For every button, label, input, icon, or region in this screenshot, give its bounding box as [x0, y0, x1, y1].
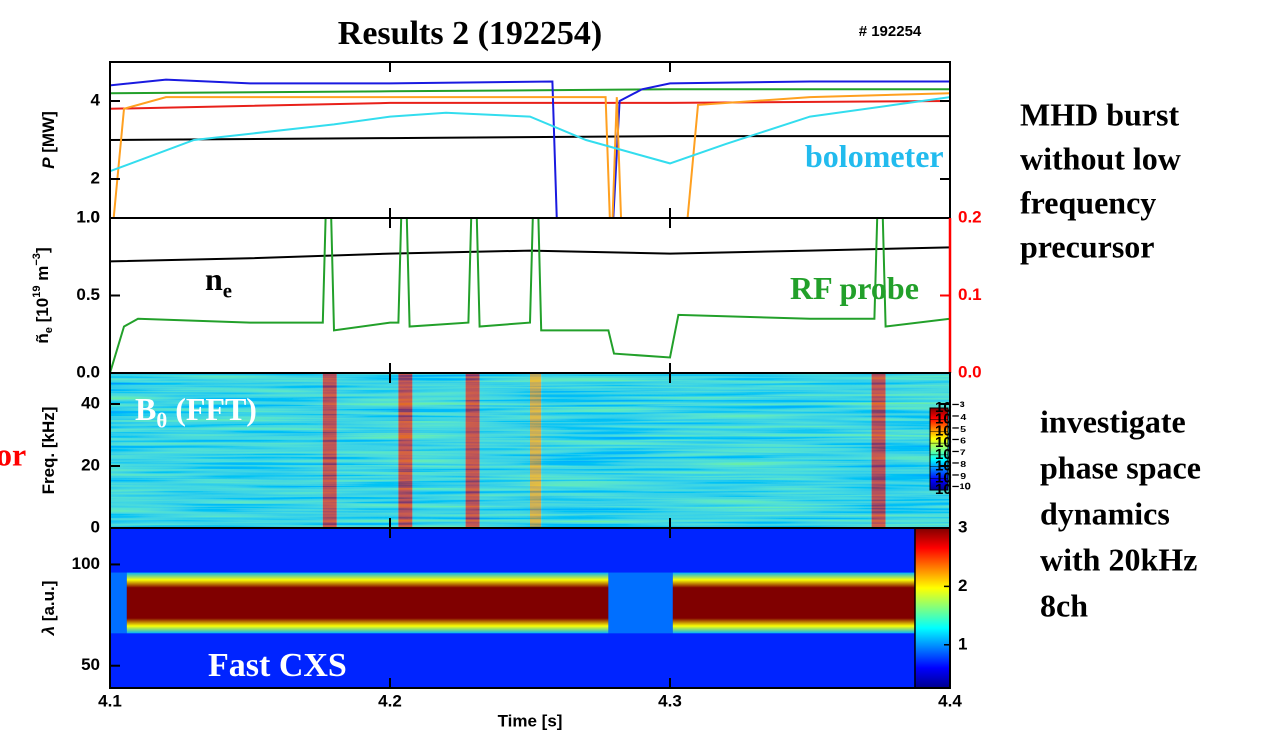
- x-tick-label: 4.3: [658, 691, 682, 710]
- colorbar-label: 3: [958, 517, 967, 536]
- x-axis-title: Time [s]: [498, 711, 563, 730]
- label: P [MW]: [39, 111, 58, 169]
- text-part: B: [135, 391, 156, 427]
- x-tick-label: 4.4: [938, 691, 962, 710]
- text-part: RF probe: [790, 270, 919, 306]
- y-tick-label: 1.0: [76, 207, 100, 226]
- band-cell: [126, 572, 609, 634]
- series-line: [110, 100, 950, 110]
- series-line: [110, 78, 950, 218]
- band-cell: [110, 572, 127, 634]
- text-part: λ: [39, 626, 58, 636]
- y-tick-label: 2: [91, 168, 100, 187]
- label: λ [a.u.]: [39, 581, 58, 637]
- label: bolometer: [805, 138, 944, 174]
- plot-area: [110, 373, 950, 528]
- y2-tick-label: 0.0: [958, 362, 982, 381]
- note-line: dynamics: [1040, 495, 1170, 531]
- label: RF probe: [790, 270, 919, 306]
- frame: [109, 527, 951, 689]
- note-line: 8ch: [1040, 587, 1088, 623]
- text-part: Freq. [kHz]: [39, 407, 58, 495]
- y-tick-label: 1.0: [76, 207, 100, 226]
- text-part: −3: [31, 253, 43, 266]
- note-line: frequency: [1020, 184, 1156, 220]
- y-tick-label: 4: [91, 90, 101, 109]
- series-line: [112, 92, 950, 218]
- note-line: with 20kHz: [1040, 541, 1197, 577]
- note-line: without low: [1020, 140, 1181, 176]
- y-tick-label: 0.0: [76, 362, 100, 381]
- label: Bθ (FFT): [135, 391, 257, 432]
- note-line: investigate: [1040, 403, 1186, 439]
- text-part: ]: [33, 247, 52, 253]
- colorbar-label: 1: [958, 634, 967, 653]
- colorbar: [914, 528, 950, 688]
- text-part: (FFT): [167, 391, 257, 427]
- text-part: ñ: [33, 333, 52, 343]
- texture: [110, 373, 950, 528]
- text-part: [10: [33, 298, 52, 327]
- note-line: or: [0, 436, 26, 472]
- y2-tick-label: 0.1: [958, 285, 982, 304]
- series-line: [110, 218, 950, 373]
- x-tick-label: 4.2: [378, 691, 402, 710]
- subtitle: # 192254: [859, 23, 922, 40]
- text-part: [MW]: [39, 111, 58, 157]
- text-part: P: [39, 157, 58, 169]
- y-tick-label: 50: [81, 655, 100, 674]
- text-part: e: [223, 279, 232, 302]
- note-line: phase space: [1040, 449, 1201, 485]
- note-line: precursor: [1020, 228, 1154, 264]
- text-part: θ: [156, 409, 167, 432]
- y-tick-label: 100: [72, 554, 100, 573]
- y-tick-label: 20: [81, 455, 100, 474]
- note-line: MHD burst: [1020, 96, 1179, 132]
- x-tick-label: 4.1: [98, 691, 122, 710]
- text-part: bolometer: [805, 138, 944, 174]
- series-line: [110, 88, 950, 95]
- text-part: 19: [31, 285, 43, 297]
- y-tick-label: 0: [91, 517, 100, 536]
- text-part: e: [43, 327, 55, 333]
- y-tick-label: 0.5: [76, 285, 100, 304]
- series-line: [110, 135, 950, 141]
- plot-area: [110, 218, 950, 373]
- text-part: n: [205, 261, 223, 297]
- text-part: m: [33, 266, 52, 286]
- label: Fast CXS: [208, 647, 347, 684]
- series-line: [110, 246, 950, 263]
- y2-tick-label: 0.2: [958, 207, 982, 226]
- colorbar-label: 10⁻⁴: [935, 411, 967, 428]
- text-part: [a.u.]: [39, 581, 58, 626]
- plot-area: [110, 528, 915, 688]
- y-tick-label: 40: [81, 393, 100, 412]
- text-part: Fast CXS: [208, 647, 347, 684]
- band-cell: [672, 572, 915, 634]
- colorbar-label: 2: [958, 576, 967, 595]
- plot-area: [110, 78, 950, 218]
- label: ne: [205, 261, 232, 302]
- label: Freq. [kHz]: [39, 407, 58, 495]
- title: Results 2 (192254): [338, 15, 602, 52]
- band-cell: [608, 572, 673, 634]
- series-line: [110, 96, 950, 173]
- label: ñe [1019 m−3]: [31, 247, 55, 343]
- colorbar-label: 10⁻¹⁰: [935, 481, 971, 498]
